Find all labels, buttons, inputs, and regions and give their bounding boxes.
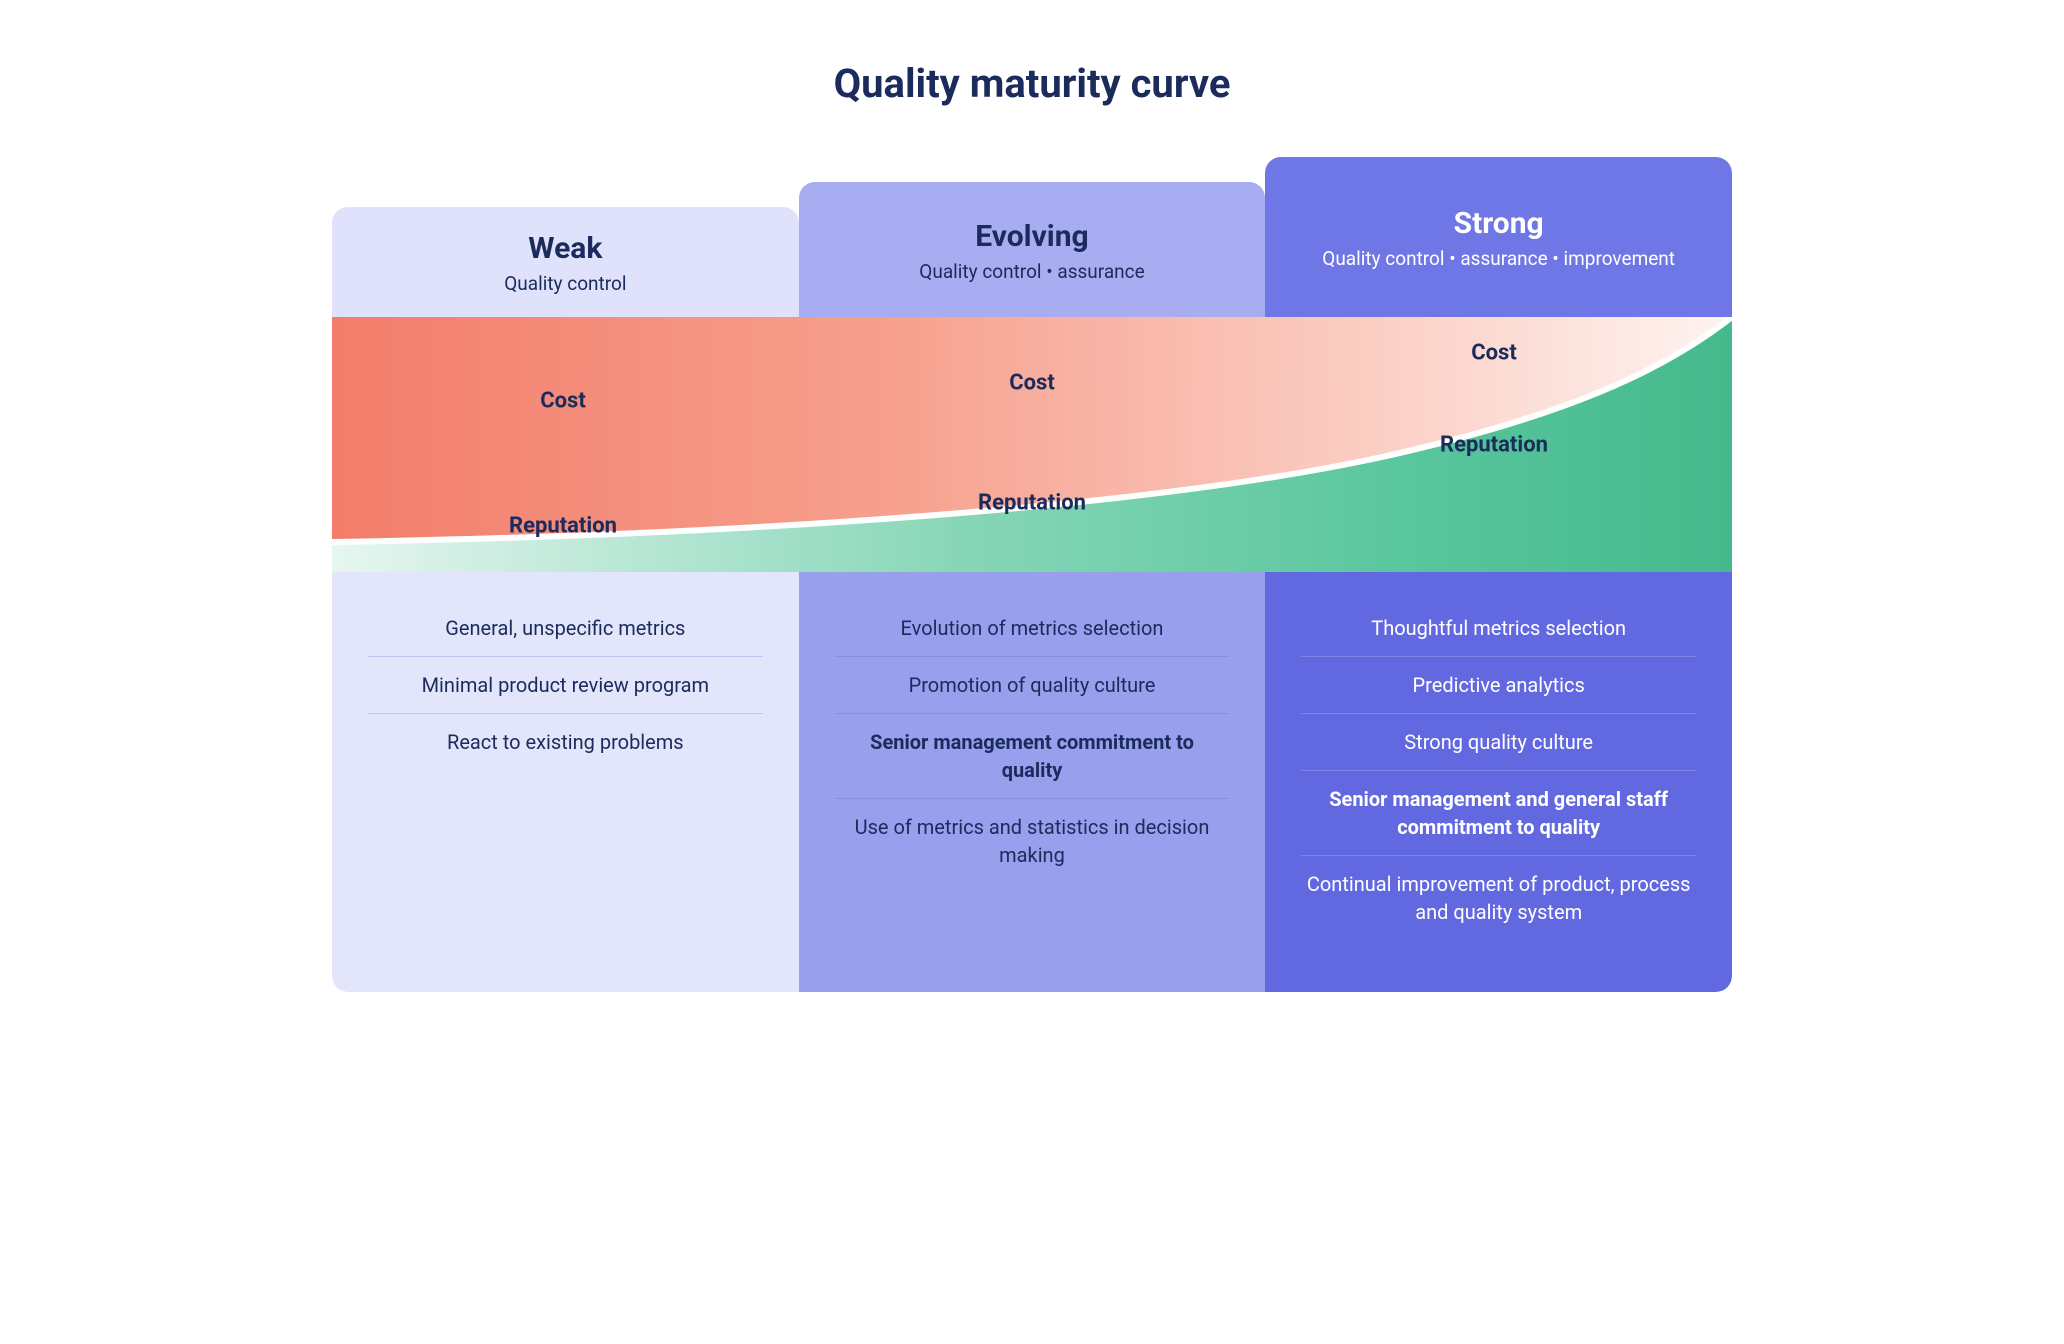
cost-label: Cost	[540, 389, 586, 414]
divider	[1301, 855, 1696, 856]
bullets-col-weak: General, unspecific metricsMinimal produ…	[332, 572, 799, 992]
divider	[368, 656, 763, 657]
header-subtitle: Quality control	[350, 272, 781, 295]
cost-label: Cost	[1009, 371, 1055, 396]
header-strong: Strong Quality control • assurance • imp…	[1265, 157, 1732, 317]
bullet-item: React to existing problems	[368, 714, 763, 770]
page-title: Quality maturity curve	[332, 60, 1732, 107]
header-title: Strong	[1283, 206, 1714, 241]
bullet-item: Continual improvement of product, proces…	[1301, 856, 1696, 940]
header-subtitle: Quality control • assurance • improvemen…	[1283, 247, 1714, 270]
header-title: Evolving	[817, 219, 1248, 254]
header-title: Weak	[350, 231, 781, 266]
divider	[835, 713, 1230, 714]
header-weak: Weak Quality control	[332, 207, 799, 317]
cost-reputation-curve: Cost Cost Cost Reputation Reputation Reputati…	[332, 317, 1732, 572]
bullet-item: Evolution of metrics selection	[835, 600, 1230, 656]
header-row: Weak Quality control Evolving Quality co…	[332, 157, 1732, 317]
page: Quality maturity curve Weak Quality cont…	[332, 60, 1732, 992]
divider	[835, 798, 1230, 799]
bullet-item: General, unspecific metrics	[368, 600, 763, 656]
reputation-label: Reputation	[509, 514, 617, 539]
bullet-item: Thoughtful metrics selection	[1301, 600, 1696, 656]
bullets-col-strong: Thoughtful metrics selectionPredictive a…	[1265, 572, 1732, 992]
bullet-item: Senior management and general staff comm…	[1301, 771, 1696, 855]
bullet-item: Minimal product review program	[368, 657, 763, 713]
bullet-item: Senior management commitment to quality	[835, 714, 1230, 798]
maturity-grid: Weak Quality control Evolving Quality co…	[332, 157, 1732, 992]
divider	[835, 656, 1230, 657]
cost-label: Cost	[1471, 340, 1517, 365]
bullet-item: Predictive analytics	[1301, 657, 1696, 713]
bullet-item: Strong quality culture	[1301, 714, 1696, 770]
divider	[1301, 770, 1696, 771]
bullet-item: Promotion of quality culture	[835, 657, 1230, 713]
bullets-row: General, unspecific metricsMinimal produ…	[332, 572, 1732, 992]
header-subtitle: Quality control • assurance	[817, 260, 1248, 283]
bullet-item: Use of metrics and statistics in decisio…	[835, 799, 1230, 883]
divider	[1301, 713, 1696, 714]
bullets-col-evolving: Evolution of metrics selectionPromotion …	[799, 572, 1266, 992]
divider	[368, 713, 763, 714]
divider	[1301, 656, 1696, 657]
header-evolving: Evolving Quality control • assurance	[799, 182, 1266, 317]
reputation-label: Reputation	[1440, 432, 1548, 457]
reputation-label: Reputation	[978, 491, 1086, 516]
